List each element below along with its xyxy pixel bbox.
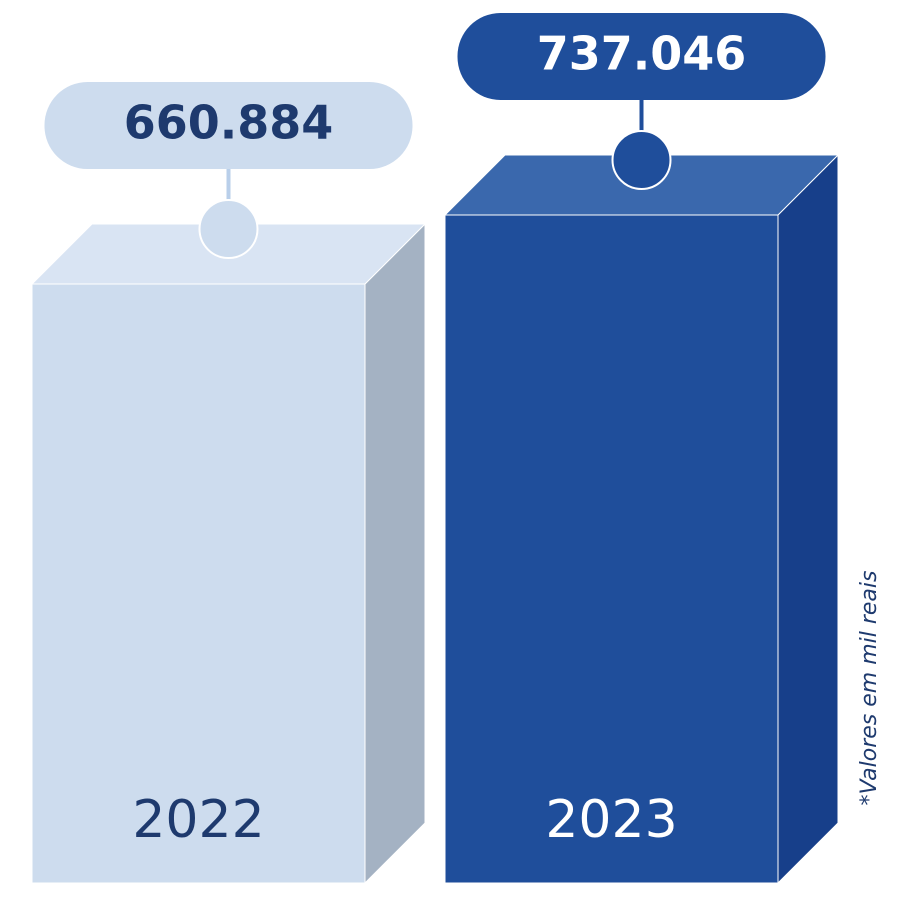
value-label: 737.046 xyxy=(537,27,747,81)
value-pill xyxy=(44,82,413,170)
x-tick-label: 2023 xyxy=(545,790,677,850)
x-tick-label: 2022 xyxy=(132,790,264,850)
bar xyxy=(444,214,779,884)
note: *Valores em mil reais xyxy=(857,571,882,806)
value-label: 660.884 xyxy=(124,96,334,150)
bar-side xyxy=(364,222,426,885)
bar-side xyxy=(777,153,839,885)
marker-dot xyxy=(198,199,259,260)
marker-dot xyxy=(611,130,672,190)
value-pill xyxy=(457,13,826,100)
bar xyxy=(31,283,366,884)
